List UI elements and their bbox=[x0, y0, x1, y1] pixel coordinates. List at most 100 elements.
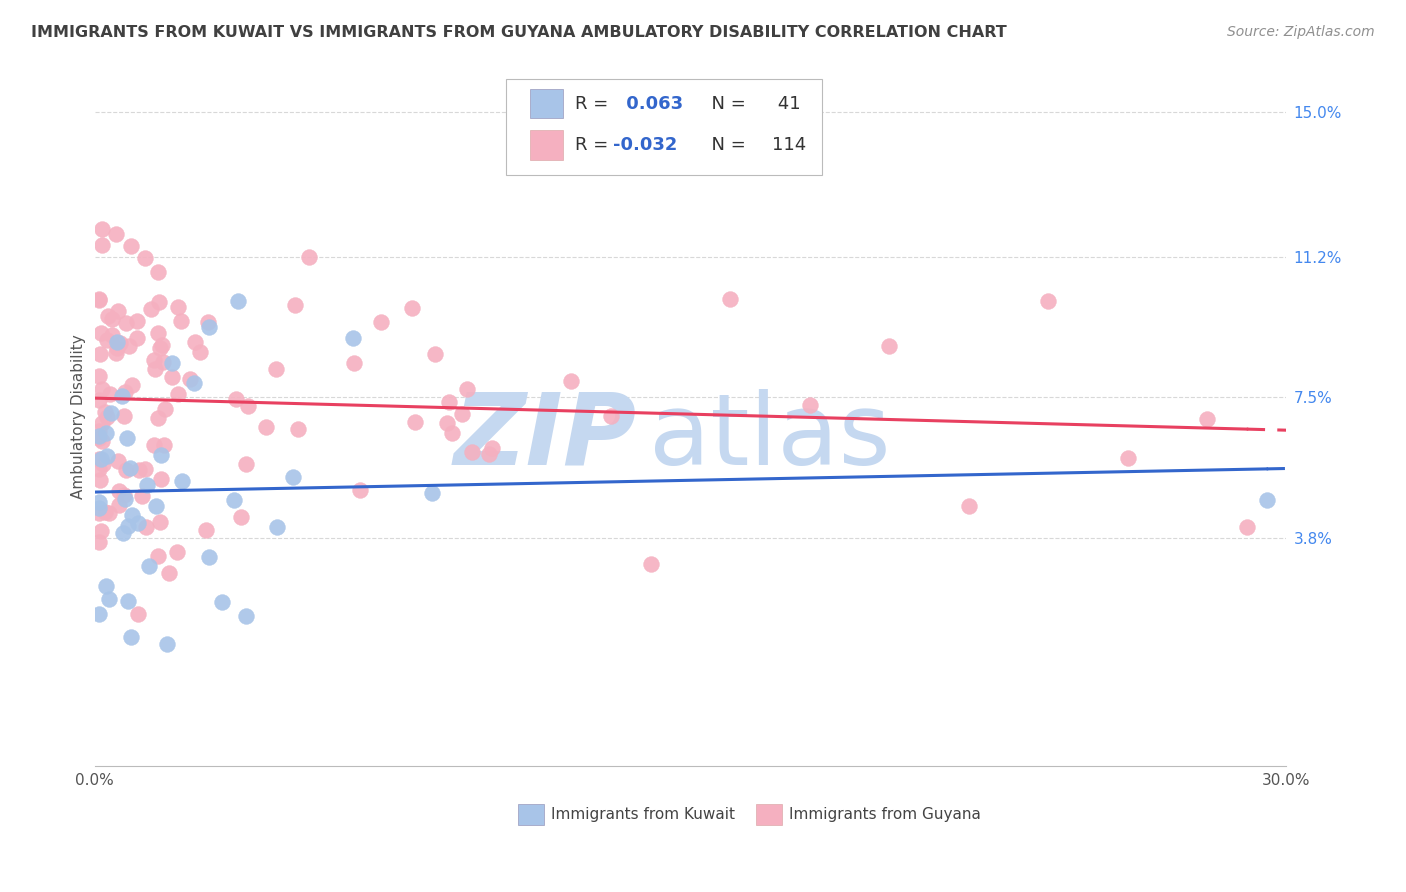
Point bbox=[160, 356, 183, 370]
Point bbox=[87, 369, 110, 384]
Point bbox=[91, 434, 114, 449]
Point bbox=[211, 595, 233, 609]
Point bbox=[264, 362, 287, 376]
Point bbox=[115, 316, 138, 330]
Point bbox=[149, 342, 172, 356]
Point bbox=[461, 445, 484, 459]
Point bbox=[170, 314, 193, 328]
Point bbox=[87, 462, 110, 476]
Point bbox=[401, 301, 423, 315]
Point bbox=[87, 534, 110, 549]
Point bbox=[96, 333, 118, 347]
Point bbox=[118, 461, 141, 475]
Point bbox=[600, 409, 623, 423]
Point bbox=[90, 326, 112, 341]
Text: Immigrants from Guyana: Immigrants from Guyana bbox=[789, 806, 981, 822]
Point bbox=[152, 355, 174, 369]
Point bbox=[481, 441, 503, 455]
Point bbox=[90, 221, 112, 235]
FancyBboxPatch shape bbox=[530, 130, 562, 160]
Point bbox=[149, 448, 172, 462]
Text: N =: N = bbox=[700, 136, 752, 154]
Point bbox=[90, 238, 112, 252]
Point bbox=[349, 483, 371, 497]
Point bbox=[134, 462, 156, 476]
Point bbox=[136, 478, 159, 492]
Point bbox=[436, 416, 458, 430]
Point bbox=[105, 341, 128, 355]
Point bbox=[167, 386, 190, 401]
Point bbox=[121, 378, 143, 392]
Point bbox=[117, 519, 139, 533]
Point bbox=[423, 347, 446, 361]
FancyBboxPatch shape bbox=[517, 804, 544, 824]
Point bbox=[127, 314, 149, 328]
Text: 114: 114 bbox=[772, 136, 806, 154]
Point bbox=[114, 462, 136, 476]
Point bbox=[235, 609, 257, 624]
Point bbox=[156, 637, 179, 651]
Point bbox=[441, 425, 464, 440]
Point bbox=[127, 331, 149, 345]
Point bbox=[87, 507, 110, 521]
Point bbox=[135, 519, 157, 533]
Point bbox=[89, 473, 111, 487]
Point bbox=[799, 398, 821, 412]
Point bbox=[342, 356, 364, 370]
Point bbox=[179, 372, 201, 386]
Point bbox=[222, 492, 245, 507]
Point bbox=[718, 293, 741, 307]
Point bbox=[198, 549, 221, 564]
Point bbox=[478, 447, 501, 461]
Point bbox=[150, 472, 173, 486]
Point bbox=[184, 334, 207, 349]
Point bbox=[97, 310, 120, 324]
Point bbox=[157, 566, 180, 581]
Point bbox=[437, 395, 460, 409]
Point bbox=[194, 524, 217, 538]
Point bbox=[127, 607, 149, 621]
Point bbox=[145, 500, 167, 514]
Point bbox=[560, 374, 582, 388]
Text: 41: 41 bbox=[772, 95, 800, 112]
Point bbox=[98, 591, 121, 606]
Point bbox=[100, 405, 122, 419]
Point bbox=[94, 426, 117, 441]
Point bbox=[134, 251, 156, 265]
Point bbox=[283, 470, 305, 484]
Point bbox=[120, 630, 142, 644]
Point bbox=[370, 315, 392, 329]
Point bbox=[101, 328, 124, 343]
Point bbox=[107, 303, 129, 318]
Point bbox=[146, 326, 169, 340]
Point bbox=[87, 292, 110, 306]
Point bbox=[231, 509, 253, 524]
FancyBboxPatch shape bbox=[756, 804, 782, 824]
Point bbox=[166, 544, 188, 558]
Point bbox=[640, 557, 662, 571]
Point bbox=[254, 420, 277, 434]
Point bbox=[101, 312, 124, 326]
Point bbox=[90, 451, 112, 466]
Point bbox=[121, 508, 143, 523]
Point bbox=[87, 452, 110, 467]
Point bbox=[166, 300, 188, 314]
Point bbox=[138, 559, 160, 574]
Point bbox=[1116, 451, 1139, 466]
Point bbox=[108, 483, 131, 498]
Point bbox=[110, 336, 132, 351]
Point bbox=[93, 505, 115, 519]
Point bbox=[183, 376, 205, 390]
Point bbox=[90, 416, 112, 430]
Point bbox=[148, 295, 170, 310]
Point bbox=[87, 431, 110, 445]
Point bbox=[235, 457, 257, 471]
Point bbox=[96, 410, 118, 425]
Point bbox=[153, 402, 176, 417]
Point bbox=[97, 506, 120, 520]
Point bbox=[1236, 520, 1258, 534]
Point bbox=[108, 498, 131, 512]
FancyBboxPatch shape bbox=[530, 89, 562, 119]
Point bbox=[456, 382, 478, 396]
Point bbox=[1256, 492, 1278, 507]
